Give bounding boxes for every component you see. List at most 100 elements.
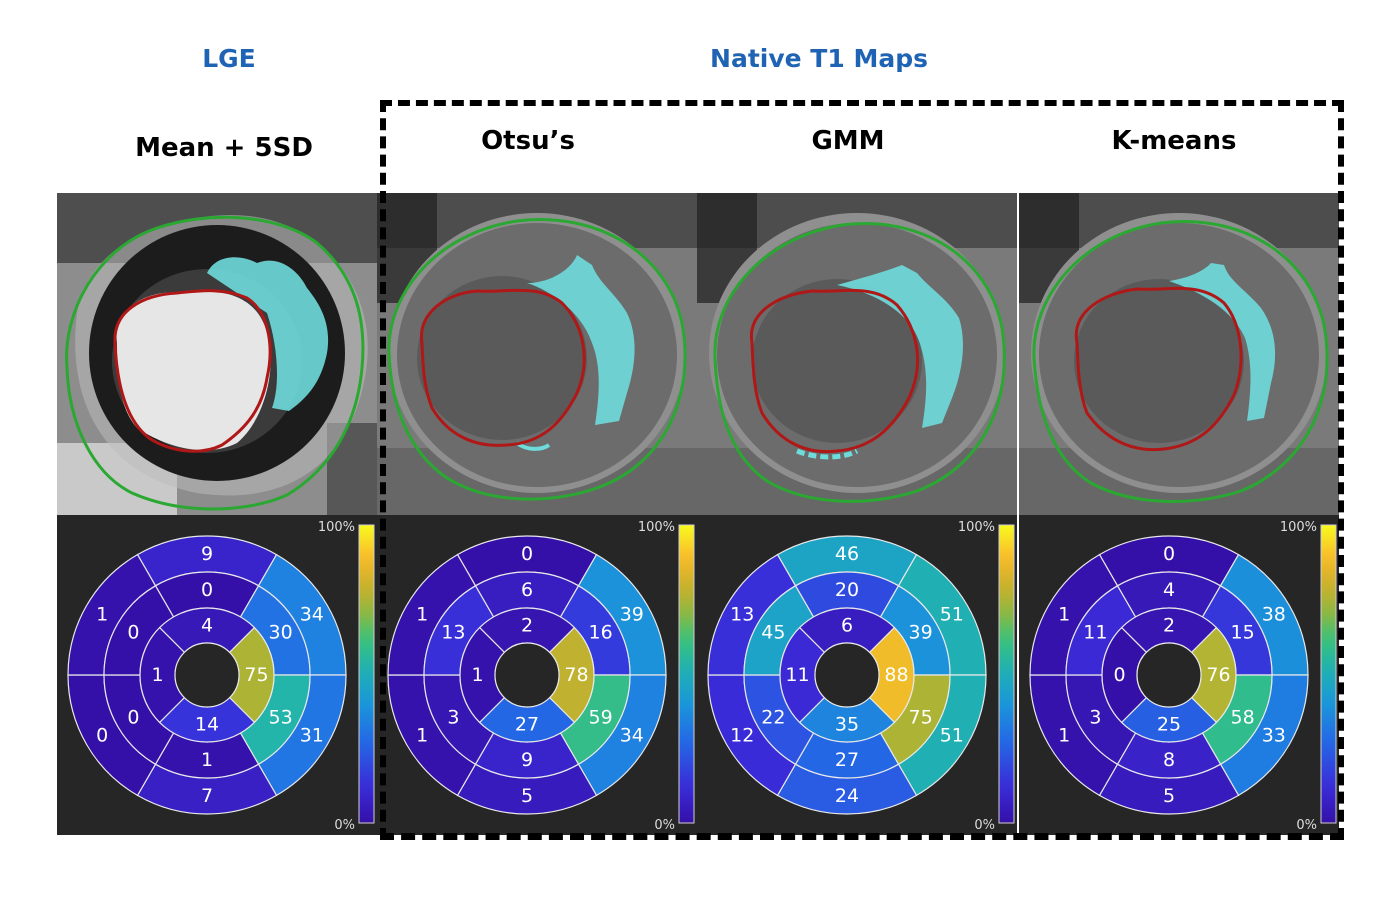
header-lge: LGE	[202, 44, 256, 73]
bullseye-label-basal-5: 12	[730, 725, 754, 747]
bullseye-center-hole	[814, 642, 880, 708]
bullseye-label-mid-6: 0	[127, 622, 139, 644]
bullseye-label-apical-4: 0	[1113, 664, 1125, 686]
bullseye-label-apical-3: 27	[515, 714, 539, 736]
colorbar-min-label: 0%	[334, 818, 355, 833]
header-native-t1-maps: Native T1 Maps	[710, 44, 928, 73]
bullseye-label-basal-6: 13	[730, 604, 754, 626]
endocardium-contour	[1074, 286, 1243, 452]
column-title-k-means: K-means	[1111, 126, 1237, 156]
colorbar-max-label: 100%	[958, 520, 995, 535]
bullseye-label-basal-6: 1	[1058, 604, 1070, 626]
scar-overlay	[1169, 263, 1276, 421]
bullseye-label-apical-2: 78	[564, 664, 588, 686]
mri-panel-otsu	[377, 193, 697, 515]
colorbar	[358, 524, 375, 824]
bullseye-label-basal-2: 34	[300, 604, 324, 626]
column-title-mean-5sd: Mean + 5SD	[135, 133, 313, 163]
scar-overlay	[207, 257, 329, 411]
bullseye-label-mid-4: 8	[1163, 749, 1175, 771]
bullseye-label-mid-2: 16	[589, 622, 613, 644]
colorbar	[678, 524, 695, 824]
colorbar-max-label: 100%	[318, 520, 355, 535]
colorbar-max-label: 100%	[638, 520, 675, 535]
bullseye-label-mid-5: 22	[761, 707, 785, 729]
bullseye-label-apical-4: 11	[785, 664, 809, 686]
scar-overlay	[527, 255, 635, 425]
bullseye-label-mid-4: 1	[201, 749, 213, 771]
bullseye-label-basal-4: 24	[835, 785, 859, 807]
bullseye-label-mid-6: 13	[441, 622, 465, 644]
endocardium-contour	[113, 289, 272, 453]
bullseye-label-apical-1: 6	[841, 615, 853, 637]
bullseye-label-basal-3: 34	[620, 725, 644, 747]
bullseye-label-basal-5: 0	[96, 725, 108, 747]
bullseye-label-apical-1: 4	[201, 615, 213, 637]
bullseye-label-mid-1: 4	[1163, 579, 1175, 601]
bullseye-label-apical-3: 14	[195, 714, 219, 736]
column-title-gmm: GMM	[811, 126, 885, 156]
bullseye-label-mid-6: 45	[761, 622, 785, 644]
bullseye-label-mid-2: 30	[269, 622, 293, 644]
bullseye-label-apical-3: 25	[1157, 714, 1181, 736]
bullseye-label-apical-4: 1	[471, 664, 483, 686]
bullseye-label-basal-4: 7	[201, 785, 213, 807]
bullseye-label-apical-1: 2	[521, 615, 533, 637]
bullseye-label-basal-6: 1	[416, 604, 428, 626]
bullseye-label-basal-5: 1	[416, 725, 428, 747]
bullseye-label-basal-4: 5	[521, 785, 533, 807]
epicardium-contour	[387, 218, 687, 501]
epicardium-contour	[713, 222, 1006, 503]
bullseye-label-apical-3: 35	[835, 714, 859, 736]
endocardium-contour	[749, 288, 920, 454]
bullseye-label-mid-4: 9	[521, 749, 533, 771]
bullseye-panel-otsu: 0 39 34 5 1 1 6 16 59 9 3 13 2 78 27 1 100% 0%	[377, 515, 697, 835]
bullseye-label-basal-3: 31	[300, 725, 324, 747]
bullseye-label-mid-3: 58	[1231, 707, 1255, 729]
bullseye-center-hole	[494, 642, 560, 708]
bullseye-label-mid-2: 15	[1231, 622, 1255, 644]
bullseye-label-mid-5: 0	[127, 707, 139, 729]
bullseye-label-mid-5: 3	[447, 707, 459, 729]
bullseye-label-mid-3: 75	[909, 707, 933, 729]
column-title-otsu: Otsu’s	[481, 126, 575, 156]
bullseye-label-mid-4: 27	[835, 749, 859, 771]
bullseye-label-basal-3: 51	[940, 725, 964, 747]
mri-panel-lge	[57, 193, 377, 515]
bullseye-label-mid-3: 59	[589, 707, 613, 729]
bullseye-label-basal-1: 9	[201, 543, 213, 565]
bullseye-label-basal-4: 5	[1163, 785, 1175, 807]
bullseye-label-apical-2: 75	[244, 664, 268, 686]
bullseye-panel-mean-5sd: 9 34 31 7 0 1 0 30 53 1 0 0 4 75 14 1 100% 0%	[57, 515, 377, 835]
colorbar-max-label: 100%	[1280, 520, 1317, 535]
bullseye-center-hole	[1136, 642, 1202, 708]
bullseye-label-mid-1: 0	[201, 579, 213, 601]
colorbar-min-label: 0%	[1296, 818, 1317, 833]
bullseye-panel-gmm: 46 51 51 24 12 13 20 39 75 27 22 45 6 88 35 11 100% 0%	[697, 515, 1017, 835]
bullseye-label-mid-5: 3	[1089, 707, 1101, 729]
bullseye-label-apical-2: 88	[884, 664, 908, 686]
bullseye-label-basal-6: 1	[96, 604, 108, 626]
bullseye-label-basal-3: 33	[1262, 725, 1286, 747]
bullseye-label-mid-3: 53	[269, 707, 293, 729]
colorbar	[998, 524, 1015, 824]
bullseye-label-basal-1: 46	[835, 543, 859, 565]
bullseye-label-apical-4: 1	[151, 664, 163, 686]
mri-panel-gmm	[697, 193, 1017, 515]
bullseye-center-hole	[174, 642, 240, 708]
mri-panel-k-means	[1019, 193, 1339, 515]
bullseye-label-basal-1: 0	[1163, 543, 1175, 565]
bullseye-label-mid-1: 20	[835, 579, 859, 601]
epicardium-contour	[65, 215, 365, 511]
bullseye-label-basal-1: 0	[521, 543, 533, 565]
bullseye-panel-k-means: 0 38 33 5 1 1 4 15 58 8 3 11 2 76 25 0 100% 0%	[1019, 515, 1339, 835]
bullseye-label-basal-2: 39	[620, 604, 644, 626]
colorbar-min-label: 0%	[654, 818, 675, 833]
bullseye-label-basal-5: 1	[1058, 725, 1070, 747]
bullseye-label-mid-1: 6	[521, 579, 533, 601]
bullseye-label-apical-1: 2	[1163, 615, 1175, 637]
bullseye-label-basal-2: 38	[1262, 604, 1286, 626]
